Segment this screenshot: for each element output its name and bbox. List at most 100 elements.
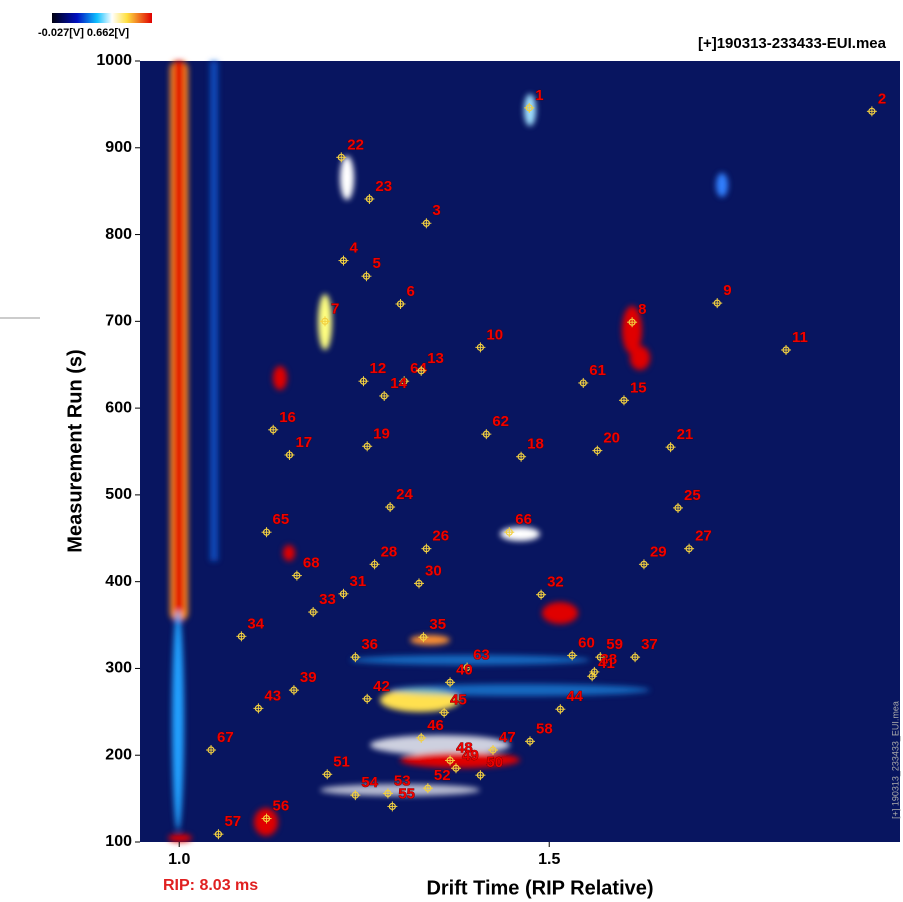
peak-label: 39: [300, 669, 317, 686]
peak-label: 37: [641, 636, 658, 653]
peak-marker: [387, 801, 398, 812]
peak-marker: [665, 442, 676, 453]
peak-marker: [684, 543, 695, 554]
peak-label: 50: [486, 754, 503, 771]
peak-marker: [781, 344, 792, 355]
peak-marker: [236, 631, 247, 642]
peak-label: 1: [535, 87, 543, 104]
x-axis-title: Drift Time (RIP Relative): [426, 877, 653, 899]
y-tick-label: 700: [105, 313, 132, 330]
peak-label: 62: [492, 413, 509, 430]
peak-label: 20: [603, 430, 620, 447]
peak-marker: [284, 449, 295, 460]
peak-label: 40: [456, 661, 473, 678]
annotation: RIP: 8.03 ms: [163, 877, 258, 894]
peak-marker: [450, 763, 461, 774]
peak-marker: [418, 632, 429, 643]
peak-marker: [712, 298, 723, 309]
peak-label: 15: [630, 379, 647, 396]
peak-label: 16: [279, 409, 296, 426]
peak-marker: [439, 707, 450, 718]
peak-label: 45: [450, 692, 467, 709]
peak-label: 48: [456, 739, 473, 756]
peak-marker: [268, 424, 279, 435]
peak-marker: [638, 559, 649, 570]
peak-label: 35: [429, 616, 446, 633]
chart-title: [+]190313-233433-EUI.mea: [698, 35, 887, 52]
peak-label: 53: [394, 772, 411, 789]
peak-marker: [320, 316, 331, 327]
peak-label: 44: [566, 688, 583, 705]
peak-marker: [261, 527, 272, 538]
y-tick-label: 100: [105, 833, 132, 850]
peak-marker: [421, 218, 432, 229]
peak-marker: [481, 429, 492, 440]
peak-marker: [422, 783, 433, 794]
peak-marker: [413, 578, 424, 589]
y-tick-label: 300: [105, 660, 132, 677]
y-tick-label: 800: [105, 226, 132, 243]
peak-marker: [630, 652, 641, 663]
peak-marker: [322, 769, 333, 780]
peak-label: 12: [369, 360, 386, 377]
peak-label: 11: [792, 329, 808, 346]
peak-label: 61: [589, 362, 606, 379]
peak-label: 55: [398, 785, 415, 802]
peak-label: 8: [638, 301, 646, 318]
peak-marker: [578, 377, 589, 388]
peak-marker: [445, 755, 456, 766]
colorbar: [52, 13, 152, 23]
y-tick-label: 600: [105, 399, 132, 416]
peak-marker: [338, 588, 349, 599]
peak-marker: [358, 376, 369, 387]
peak-marker: [524, 102, 535, 113]
peak-marker: [462, 662, 473, 673]
peak-label: 13: [427, 350, 444, 367]
peak-marker: [261, 813, 272, 824]
peak-marker: [361, 271, 372, 282]
peak-label: 4: [350, 240, 359, 257]
peak-label: 63: [473, 647, 490, 664]
peak-label: 3: [432, 202, 440, 219]
peak-label: 26: [432, 528, 449, 545]
peak-label: 28: [381, 543, 398, 560]
peak-label: 21: [677, 426, 694, 443]
peak-marker: [379, 390, 390, 401]
peak-marker: [364, 193, 375, 204]
peak-marker: [592, 445, 603, 456]
peak-label: 9: [723, 282, 731, 299]
peak-label: 46: [427, 717, 444, 734]
peak-marker: [487, 745, 498, 756]
y-tick-label: 900: [105, 139, 132, 156]
peak-marker: [536, 589, 547, 600]
peak-marker: [475, 770, 486, 781]
peak-marker: [362, 441, 373, 452]
peak-label: 54: [361, 774, 378, 791]
peak-label: 31: [350, 573, 367, 590]
peak-label: 22: [347, 136, 364, 153]
peak-marker: [395, 298, 406, 309]
peak-marker: [416, 732, 427, 743]
peak-marker: [618, 395, 629, 406]
peak-label: 33: [319, 591, 336, 608]
peak-label: 34: [247, 615, 264, 632]
peak-label: 49: [462, 747, 479, 764]
peak-label: 60: [578, 634, 595, 651]
peak-label: 66: [515, 511, 532, 528]
peak-label: 65: [273, 511, 290, 528]
peak-label: 7: [331, 300, 339, 317]
peak-marker: [350, 652, 361, 663]
peak-marker: [445, 677, 456, 688]
peak-marker: [213, 829, 224, 840]
peak-marker: [587, 671, 598, 682]
peak-marker: [369, 559, 380, 570]
y-axis-title: Measurement Run (s): [64, 349, 86, 552]
peak-label: 17: [295, 434, 312, 451]
peak-label: 6: [406, 283, 414, 300]
peak-marker: [291, 570, 302, 581]
peak-label: 41: [598, 655, 615, 672]
peak-label: 43: [264, 687, 281, 704]
peak-marker: [399, 376, 410, 387]
peak-label: 10: [486, 326, 503, 343]
peak-label: 36: [361, 636, 378, 653]
